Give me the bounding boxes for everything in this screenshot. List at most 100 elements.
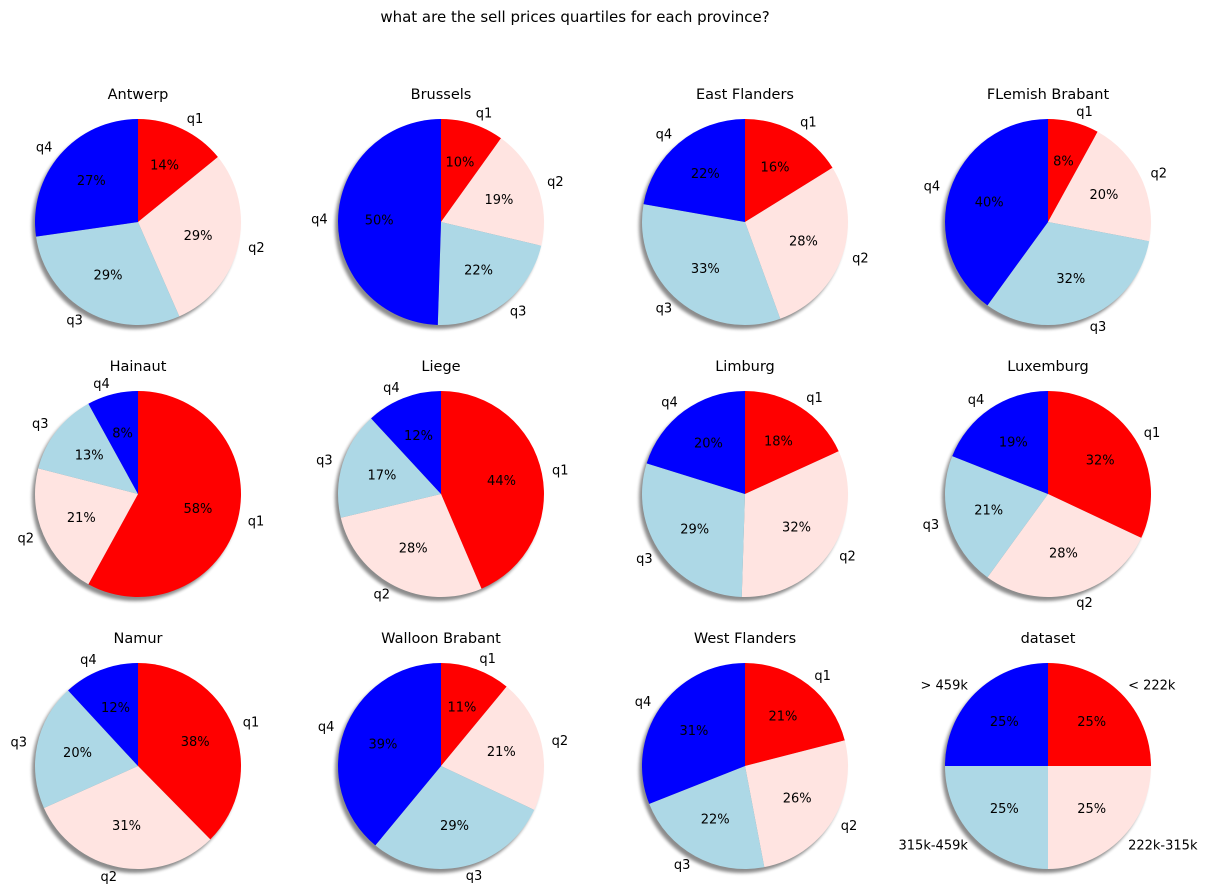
pie-category-label: q3	[510, 305, 527, 320]
pie-category-label: q2	[1151, 166, 1168, 181]
pie-chart: East Flanders 16% q1 28% q2 33% q3 22% q4	[639, 87, 869, 329]
pie-slice	[944, 456, 1048, 578]
pie-category-label: < 222k	[1128, 678, 1176, 693]
pie-chart: FLemish Brabant 8% q1 20% q2 32% q3 40% q4	[924, 87, 1167, 335]
pie-percent-label: 21%	[768, 710, 797, 725]
pie-percent-label: 22%	[691, 167, 720, 182]
pie-category-label: q3	[1090, 320, 1107, 335]
pie-category-label: q2	[547, 175, 564, 190]
pie-slice	[441, 686, 545, 810]
pie-percent-label: 11%	[447, 700, 476, 715]
pie-category-label: q3	[32, 417, 49, 432]
pie-percent-label: 25%	[1077, 802, 1106, 817]
pie-category-label: q4	[383, 381, 400, 396]
pie-category-label: q2	[1076, 596, 1093, 611]
pie-slice	[34, 690, 138, 808]
pie-title: Brussels	[411, 87, 472, 103]
pie-title: Luxemburg	[1007, 359, 1089, 375]
pie-percent-label: 32%	[1086, 453, 1115, 468]
pie-percent-label: 8%	[112, 427, 133, 442]
pie-title: Liege	[421, 359, 460, 375]
pie-percent-label: 27%	[77, 174, 106, 189]
pie-slice	[340, 494, 482, 597]
pie-category-label: q1	[1144, 426, 1161, 441]
pie-category-label: q4	[968, 393, 985, 408]
pie-slice	[43, 766, 211, 869]
pie-category-label: q3	[923, 518, 940, 533]
pie-slice	[138, 157, 242, 317]
pie-slice	[138, 119, 218, 222]
pie-percent-label: 32%	[782, 521, 811, 536]
pie-category-label: q1	[476, 107, 493, 122]
pie-percent-label: 32%	[1056, 272, 1085, 287]
pie-chart: West Flanders 21% q1 26% q2 22% q3 31% q4	[635, 631, 857, 873]
pie-percent-label: 19%	[484, 193, 513, 208]
pie-percent-label: 20%	[1089, 188, 1118, 203]
pie-percent-label: 21%	[487, 745, 516, 760]
pie-percent-label: 26%	[783, 792, 812, 807]
pie-percent-label: 19%	[999, 435, 1028, 450]
pie-percent-label: 39%	[368, 738, 397, 753]
pie-category-label: q2	[552, 734, 569, 749]
pie-slice	[745, 119, 833, 222]
pie-slice	[745, 663, 845, 766]
pie-slice	[952, 391, 1048, 494]
pie-title: Hainaut	[110, 359, 167, 375]
pie-slice	[741, 451, 848, 598]
pie-title: Antwerp	[108, 87, 169, 103]
pie-category-label: q4	[311, 213, 328, 228]
pie-slice	[338, 663, 441, 846]
pie-category-label: q3	[636, 552, 653, 567]
pie-percent-label: 20%	[694, 437, 723, 452]
pie-slice	[1048, 119, 1098, 222]
pie-slice	[338, 119, 441, 325]
pie-category-label: q2	[841, 819, 858, 834]
pie-slice	[987, 494, 1142, 598]
pie-slice	[441, 138, 544, 246]
pie-percent-label: 33%	[691, 262, 720, 277]
pie-category-label: q1	[552, 464, 569, 479]
pie-slice	[643, 119, 745, 222]
pie-category-label: 222k-315k	[1128, 839, 1198, 854]
pie-category-label: q3	[656, 301, 673, 316]
pie-category-label: q4	[93, 377, 110, 392]
pie-percent-label: 25%	[1077, 715, 1106, 730]
pie-category-label: q1	[806, 391, 823, 406]
pie-percent-label: 22%	[464, 264, 493, 279]
pie-slice	[649, 766, 765, 870]
pie-slice	[1048, 766, 1151, 869]
figure-title: what are the sell prices quartiles for e…	[380, 8, 769, 26]
pie-slice	[441, 119, 502, 222]
pie-percent-label: 12%	[404, 429, 433, 444]
pie-category-label: q3	[316, 454, 333, 469]
pie-slice	[441, 663, 507, 766]
pie-percent-label: 29%	[680, 522, 709, 537]
pie-percent-label: 21%	[974, 504, 1003, 519]
pie-percent-label: 50%	[365, 214, 394, 229]
pie-slice	[945, 119, 1048, 306]
pie-slice	[88, 391, 138, 494]
pie-category-label: q4	[656, 128, 673, 143]
pie-slice	[38, 403, 138, 494]
pie-chart: Hainaut 58% q1 21% q2 13% q3 8% q4	[17, 359, 264, 601]
pie-slice	[441, 391, 544, 589]
pie-slice	[138, 663, 242, 840]
pie-slice	[36, 222, 180, 326]
pie-category-label: q3	[466, 869, 483, 884]
pie-slice	[641, 204, 781, 326]
pie-category-label: q3	[66, 314, 83, 329]
pie-chart: Limburg 18% q1 32% q2 29% q3 20% q4	[636, 359, 856, 601]
pie-chart: Liege 44% q1 28% q2 17% q3 12% q4	[316, 359, 568, 603]
pie-category-label: q2	[100, 870, 117, 885]
pie-percent-label: 31%	[679, 724, 708, 739]
pie-slice	[646, 391, 745, 494]
pie-slice	[945, 663, 1048, 766]
pie-category-label: q4	[36, 140, 53, 155]
pie-category-label: q4	[80, 653, 97, 668]
pie-chart: Namur 38% q1 31% q2 20% q3 12% q4	[10, 631, 259, 885]
pie-percent-label: 20%	[63, 746, 92, 761]
pie-slice	[1048, 391, 1152, 538]
pie-percent-label: 29%	[184, 229, 213, 244]
pie-title: dataset	[1021, 631, 1076, 647]
